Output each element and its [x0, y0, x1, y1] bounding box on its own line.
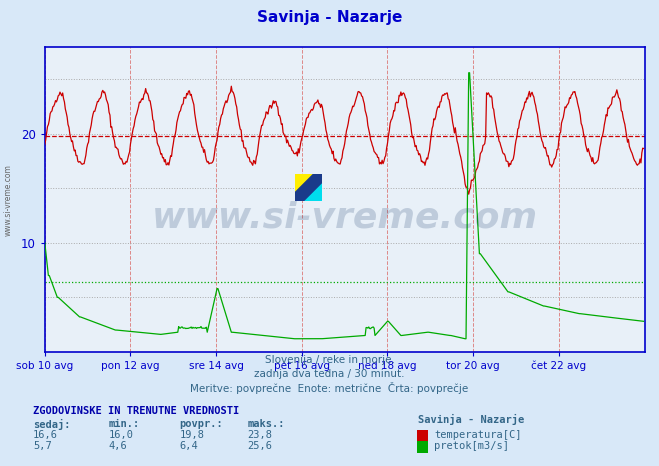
- Text: www.si-vreme.com: www.si-vreme.com: [152, 200, 538, 234]
- Text: Meritve: povprečne  Enote: metrične  Črta: povprečje: Meritve: povprečne Enote: metrične Črta:…: [190, 382, 469, 394]
- Text: Savinja - Nazarje: Savinja - Nazarje: [257, 10, 402, 25]
- Text: 25,6: 25,6: [247, 441, 272, 452]
- Text: Slovenija / reke in morje.: Slovenija / reke in morje.: [264, 355, 395, 365]
- Text: maks.:: maks.:: [247, 419, 285, 429]
- Text: sedaj:: sedaj:: [33, 418, 71, 430]
- Text: pretok[m3/s]: pretok[m3/s]: [434, 441, 509, 452]
- Text: 6,4: 6,4: [179, 441, 198, 452]
- Text: 4,6: 4,6: [109, 441, 127, 452]
- Polygon shape: [295, 174, 322, 201]
- Text: ZGODOVINSKE IN TRENUTNE VREDNOSTI: ZGODOVINSKE IN TRENUTNE VREDNOSTI: [33, 406, 239, 416]
- Text: temperatura[C]: temperatura[C]: [434, 430, 522, 440]
- Text: zadnja dva tedna / 30 minut.: zadnja dva tedna / 30 minut.: [254, 369, 405, 379]
- Text: 16,0: 16,0: [109, 430, 134, 440]
- Text: min.:: min.:: [109, 419, 140, 429]
- Text: www.si-vreme.com: www.si-vreme.com: [4, 164, 13, 236]
- Text: 19,8: 19,8: [179, 430, 204, 440]
- Polygon shape: [295, 174, 322, 201]
- Text: povpr.:: povpr.:: [179, 419, 223, 429]
- Text: Savinja - Nazarje: Savinja - Nazarje: [418, 414, 525, 425]
- Polygon shape: [295, 174, 322, 201]
- Text: 23,8: 23,8: [247, 430, 272, 440]
- Text: 16,6: 16,6: [33, 430, 58, 440]
- Text: 5,7: 5,7: [33, 441, 51, 452]
